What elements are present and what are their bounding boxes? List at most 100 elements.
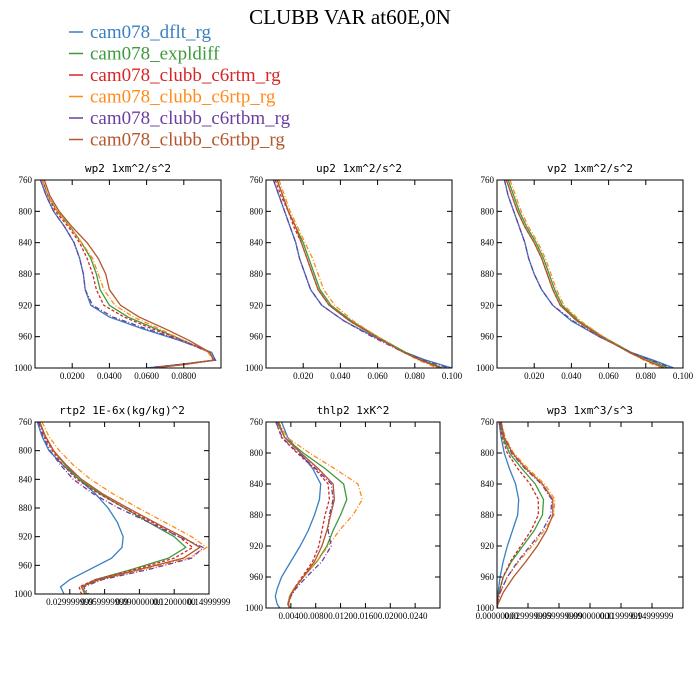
y-tick-label: 1000 (245, 363, 264, 373)
x-tick-label: 0.059999999 (81, 597, 129, 607)
legend-item: cam078_dflt_rg (69, 22, 212, 43)
series-line-cam078_expldiff (497, 422, 545, 608)
series-line-cam078_clubb_c6rtbm_rg (272, 180, 449, 368)
series-line-cam078_clubb_c6rtm_rg (505, 180, 665, 368)
plot-frame (496, 421, 684, 609)
y-tick-label: 920 (481, 541, 495, 551)
legend-label: cam078_clubb_c6rtbp_rg (90, 130, 285, 151)
series-line-cam078_dflt_rg (503, 180, 674, 368)
y-tick-label: 920 (19, 532, 33, 542)
y-tick-label: 800 (19, 446, 33, 456)
series-line-cam078_dflt_rg (272, 180, 452, 368)
series-line-cam078_clubb_c6rtp_rg (509, 180, 661, 368)
x-tick-label: 0.029999999 (504, 611, 552, 621)
x-tick-label: 0.0080 (303, 611, 328, 621)
legend-label: cam078_dflt_rg (90, 22, 212, 43)
y-tick-label: 840 (250, 238, 264, 248)
series-line-cam078_clubb_c6rtbp_rg (43, 180, 215, 368)
series-line-cam078_clubb_c6rtm_rg (275, 422, 331, 608)
x-tick-label: 0.100 (673, 371, 694, 381)
y-tick-label: 760 (481, 417, 495, 427)
plot-frame (496, 179, 684, 369)
y-tick-label: 880 (250, 269, 264, 279)
x-tick-label: 0.100 (442, 371, 463, 381)
panel-title: wp3 1xm^3/s^3 (547, 404, 633, 417)
y-tick-label: 800 (250, 448, 264, 458)
x-tick-label: 0.14999999 (188, 597, 231, 607)
y-tick-label: 840 (481, 479, 495, 489)
x-tick-label: 0.11999999 (600, 611, 643, 621)
panel-title: vp2 1xm^2/s^2 (547, 162, 633, 175)
y-tick-label: 960 (19, 332, 33, 342)
legend-item: cam078_clubb_c6rtp_rg (69, 87, 276, 108)
series-line-cam078_dflt_rg (36, 422, 124, 594)
y-tick-label: 880 (481, 510, 495, 520)
x-tick-label: 0.12000000 (153, 597, 196, 607)
series-lines (274, 422, 364, 608)
y-tick-label: 920 (250, 541, 264, 551)
x-tick-label: 0.029999999 (46, 597, 94, 607)
y-tick-label: 880 (19, 269, 33, 279)
series-line-cam078_expldiff (276, 180, 443, 368)
series-line-cam078_clubb_c6rtp_rg (277, 422, 364, 608)
series-line-cam078_clubb_c6rtbm_rg (37, 422, 205, 594)
y-tick-label: 760 (250, 417, 264, 427)
x-tick-label: 0.0200 (378, 611, 403, 621)
series-line-cam078_clubb_c6rtbm_rg (275, 422, 334, 608)
y-tick-label: 840 (481, 238, 495, 248)
legend-label: cam078_clubb_c6rtbm_rg (90, 108, 291, 129)
panel-title: rtp2 1E-6x(kg/kg)^2 (59, 404, 185, 417)
panels: wp2 1xm^2/s^2 760 800 840 880 920 960 1000 0.020… (14, 162, 694, 621)
y-tick-label: 1000 (14, 363, 33, 373)
x-tick-label: 0.00000000 (476, 611, 519, 621)
y-tick-label: 800 (250, 206, 264, 216)
plot-frame (34, 421, 210, 595)
y-tick-label: 920 (250, 300, 264, 310)
panel-rtp2: rtp2 1E-6x(kg/kg)^2 760 800 840 880 920 960 100… (14, 404, 231, 607)
series-line-cam078_clubb_c6rtbp_rg (505, 180, 665, 368)
legend-label: cam078_clubb_c6rtm_rg (90, 65, 281, 86)
x-tick-label: 0.14999999 (631, 611, 674, 621)
y-tick-label: 960 (250, 572, 264, 582)
x-tick-label: 0.090000000 (566, 611, 614, 621)
series-line-cam078_clubb_c6rtm_rg (39, 422, 194, 594)
series-lines (39, 180, 217, 368)
x-tick-label: 0.0600 (134, 371, 159, 381)
panel-title: thlp2 1xK^2 (317, 404, 390, 417)
y-tick-label: 960 (481, 332, 495, 342)
series-line-cam078_expldiff (276, 422, 348, 608)
legend-item: cam078_clubb_c6rtm_rg (69, 65, 281, 86)
y-tick-label: 1000 (476, 363, 495, 373)
y-tick-label: 840 (250, 479, 264, 489)
x-tick-label: 0.060 (367, 371, 388, 381)
y-tick-label: 880 (481, 269, 495, 279)
y-tick-label: 760 (19, 175, 33, 185)
x-tick-label: 0.020 (293, 371, 314, 381)
plot-frame (34, 179, 222, 369)
panel-vp2: vp2 1xm^2/s^2 760 800 840 880 920 960 1000 0.020… (476, 162, 694, 381)
series-lines (503, 180, 674, 368)
series-line-cam078_clubb_c6rtbm_rg (497, 422, 553, 608)
y-tick-label: 960 (250, 332, 264, 342)
y-tick-label: 1000 (14, 589, 33, 599)
series-line-cam078_dflt_rg (497, 422, 520, 608)
series-line-cam078_clubb_c6rtbm_rg (39, 180, 217, 368)
x-tick-label: 0.080 (636, 371, 657, 381)
y-tick-label: 920 (19, 300, 33, 310)
x-tick-label: 0.0120 (328, 611, 353, 621)
y-tick-label: 760 (19, 417, 33, 427)
series-line-cam078_clubb_c6rtbp_rg (276, 180, 442, 368)
legend-item: cam078_expldiff (69, 44, 220, 65)
legend: cam078_dflt_rgcam078_expldiffcam078_club… (69, 22, 291, 151)
x-tick-label: 0.0160 (353, 611, 378, 621)
x-tick-label: 0.0240 (403, 611, 428, 621)
y-tick-label: 800 (481, 206, 495, 216)
legend-item: cam078_clubb_c6rtbp_rg (69, 130, 285, 151)
panel-up2: up2 1xm^2/s^2 760 800 840 880 920 960 1000 0.020… (245, 162, 463, 381)
panel-title: wp2 1xm^2/s^2 (85, 162, 171, 175)
plot-frame (265, 421, 441, 609)
x-tick-label: 0.0800 (171, 371, 196, 381)
series-lines (36, 422, 208, 594)
panel-wp3: wp3 1xm^3/s^3 760 800 840 880 920 960 10000.000… (476, 404, 684, 621)
